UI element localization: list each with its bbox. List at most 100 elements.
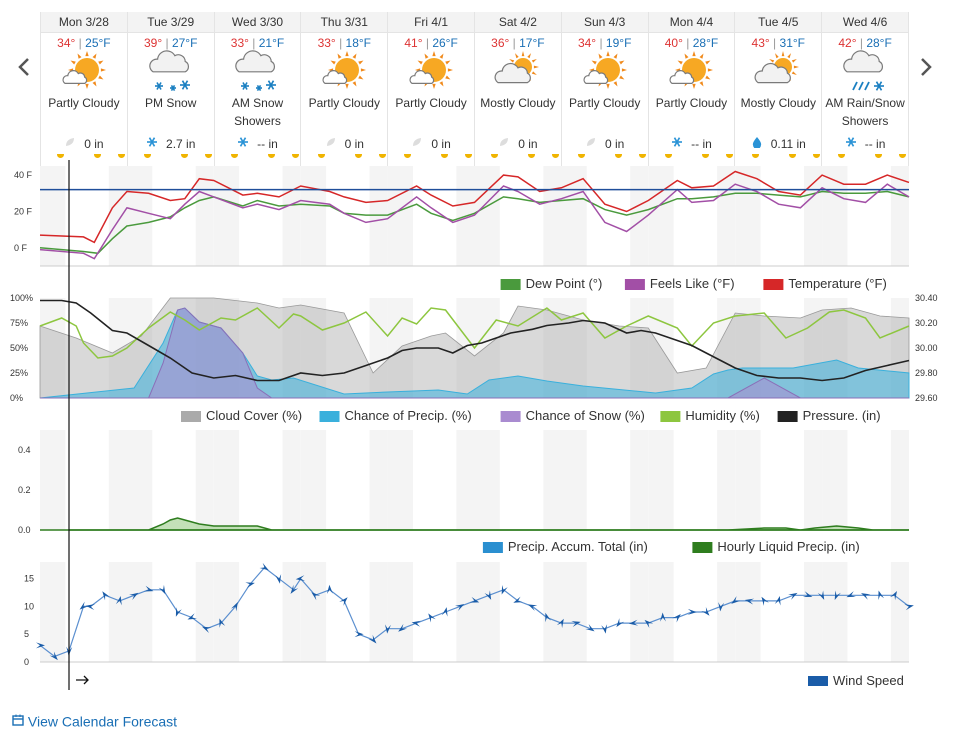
previous-days-button[interactable]: [12, 52, 36, 82]
wind-direction-arrow: [175, 607, 182, 617]
sunrise-marker: [812, 154, 820, 158]
condition-text: Partly Cloudy: [48, 96, 120, 110]
sunrise-marker: [899, 154, 907, 158]
y-tick-label-left: 0%: [10, 393, 23, 403]
cloud-cover-area: [39, 297, 910, 399]
day-temps: 39° | 27°F: [143, 36, 198, 50]
day-column[interactable]: Wed 3/30 33° | 21°F AM Snow Showers -- in: [213, 12, 301, 166]
sun-markers: [822, 154, 908, 162]
y-tick-label-right: 30.40: [915, 293, 938, 303]
sunset-marker: [354, 154, 362, 158]
wind-direction-arrow: [744, 598, 755, 605]
legend-feels-like-swatch: [624, 279, 645, 290]
weather-icon: [215, 50, 301, 94]
wind-direction-arrow: [231, 602, 238, 612]
wind-direction-arrow: [158, 584, 166, 595]
sunrise-marker: [378, 154, 386, 158]
day-name: Mon 4/4: [648, 12, 735, 33]
snow-icon: [235, 50, 277, 91]
snow-icon: [148, 50, 190, 91]
precip-amount: 0.11 in: [735, 136, 821, 151]
day-column[interactable]: Sun 4/3 34° | 19°F Partly Cloudy 0 in: [560, 12, 648, 166]
wind-direction-arrow: [339, 597, 348, 606]
next-days-button[interactable]: [914, 52, 938, 82]
day-column[interactable]: Tue 3/29 39° | 27°F PM Snow 2.7 in: [126, 12, 214, 166]
wind-direction-arrow: [527, 604, 538, 611]
wind-direction-arrow: [455, 603, 465, 612]
sunrise-marker: [838, 154, 846, 158]
wind-direction-arrow: [701, 607, 710, 616]
sunrise-marker: [291, 154, 299, 158]
sunrise-marker: [465, 154, 473, 158]
snowflake-icon: [671, 136, 683, 151]
snowflake-icon: [237, 136, 249, 151]
day-name: Sat 4/2: [474, 12, 561, 33]
high-temp: 33°: [230, 36, 249, 50]
day-name: Mon 3/28: [41, 12, 127, 33]
legend-temperature: Temperature (°F): [788, 276, 886, 291]
wind-direction-arrow: [545, 612, 552, 623]
legend-snow-chance: Chance of Snow (%): [526, 408, 645, 423]
y-tick-label-left: 100%: [10, 293, 33, 303]
day-temps: 41° | 26°F: [404, 36, 458, 50]
wind-direction-arrow: [644, 619, 654, 628]
legend-temperature-swatch: [763, 279, 784, 290]
low-temp: 26°F: [432, 36, 458, 50]
precip-amount: 0 in: [41, 136, 127, 151]
y-tick-label: 0.4: [18, 445, 31, 455]
y-tick-label-right: 29.60: [915, 393, 938, 403]
wind-direction-arrow: [201, 626, 212, 634]
weather-icon: [649, 50, 735, 94]
wind-direction-arrow: [79, 601, 89, 610]
day-column[interactable]: Thu 3/31 33° | 18°F Partly Cloudy 0 in: [300, 12, 388, 166]
day-column[interactable]: Sat 4/2 36° | 17°F Mostly Cloudy 0 in: [473, 12, 561, 166]
y-tick-label: 20 F: [14, 206, 33, 216]
sunrise-marker: [578, 154, 586, 158]
humidity-line: [39, 307, 910, 359]
sunset-marker: [180, 154, 188, 158]
day-name: Sun 4/3: [561, 12, 648, 33]
snowflake-icon: [146, 136, 158, 151]
condition-text: Partly Cloudy: [655, 96, 728, 110]
y-tick-label: 0.0: [18, 525, 31, 535]
sun-markers: [215, 154, 301, 162]
day-column[interactable]: Mon 4/4 40° | 28°F Partly Cloudy -- in: [647, 12, 735, 166]
legend-wind-swatch: [808, 676, 828, 686]
pressure-line: [40, 299, 910, 382]
wind-direction-arrow: [616, 618, 625, 628]
sunrise-marker: [57, 154, 65, 158]
raindrop-icon: [411, 136, 423, 151]
day-column[interactable]: Wed 4/6 42° | 28°F AM Rain/Snow Showers -- …: [821, 12, 909, 166]
sun-markers: [128, 154, 214, 162]
view-calendar-forecast-link[interactable]: View Calendar Forecast: [12, 712, 177, 729]
low-temp: 21°F: [258, 36, 285, 50]
y-tick-label: 5: [24, 629, 29, 639]
wind-direction-arrow: [428, 613, 436, 623]
high-temp: 33°: [317, 36, 336, 50]
wind-direction-arrow: [672, 614, 681, 623]
wind-direction-arrow: [326, 584, 333, 594]
day-temps: 43° | 31°F: [751, 36, 805, 50]
partly-cloudy-icon: [322, 51, 367, 89]
daily-forecast-strip: Mon 3/28 34° | 25°F Partly Cloudy 0 in Tue …: [40, 12, 909, 166]
day-temps: 33° | 18°F: [317, 36, 372, 50]
wind-direction-arrow: [245, 582, 255, 589]
condition-text: Partly Cloudy: [308, 96, 380, 110]
day-column[interactable]: Mon 3/28 34° | 25°F Partly Cloudy 0 in: [40, 12, 127, 166]
day-column[interactable]: Tue 4/5 43° | 31°F Mostly Cloudy 0.11 in: [734, 12, 822, 166]
wind-direction-arrow: [817, 590, 825, 600]
sun-markers: [562, 154, 648, 162]
day-column[interactable]: Fri 4/1 41° | 26°F Partly Cloudy 0 in: [387, 12, 474, 166]
y-tick-label: 15: [24, 574, 34, 584]
low-temp: 28°F: [866, 36, 892, 50]
wind-direction-arrow: [411, 620, 421, 627]
high-temp: 34°: [577, 36, 597, 50]
wind-direction-arrow: [878, 590, 885, 601]
wind-direction-arrow: [85, 604, 96, 610]
wind-direction-arrow: [904, 604, 914, 611]
weather-icon: [388, 50, 474, 94]
sunset-marker: [441, 154, 449, 158]
forecast-charts: 40 F 20 F 0 F Dew Point (°) Feels Like (°F) T…: [10, 160, 938, 690]
precip-amount: -- in: [215, 136, 301, 151]
legend-precip-chance: Chance of Precip. (%): [345, 408, 472, 423]
